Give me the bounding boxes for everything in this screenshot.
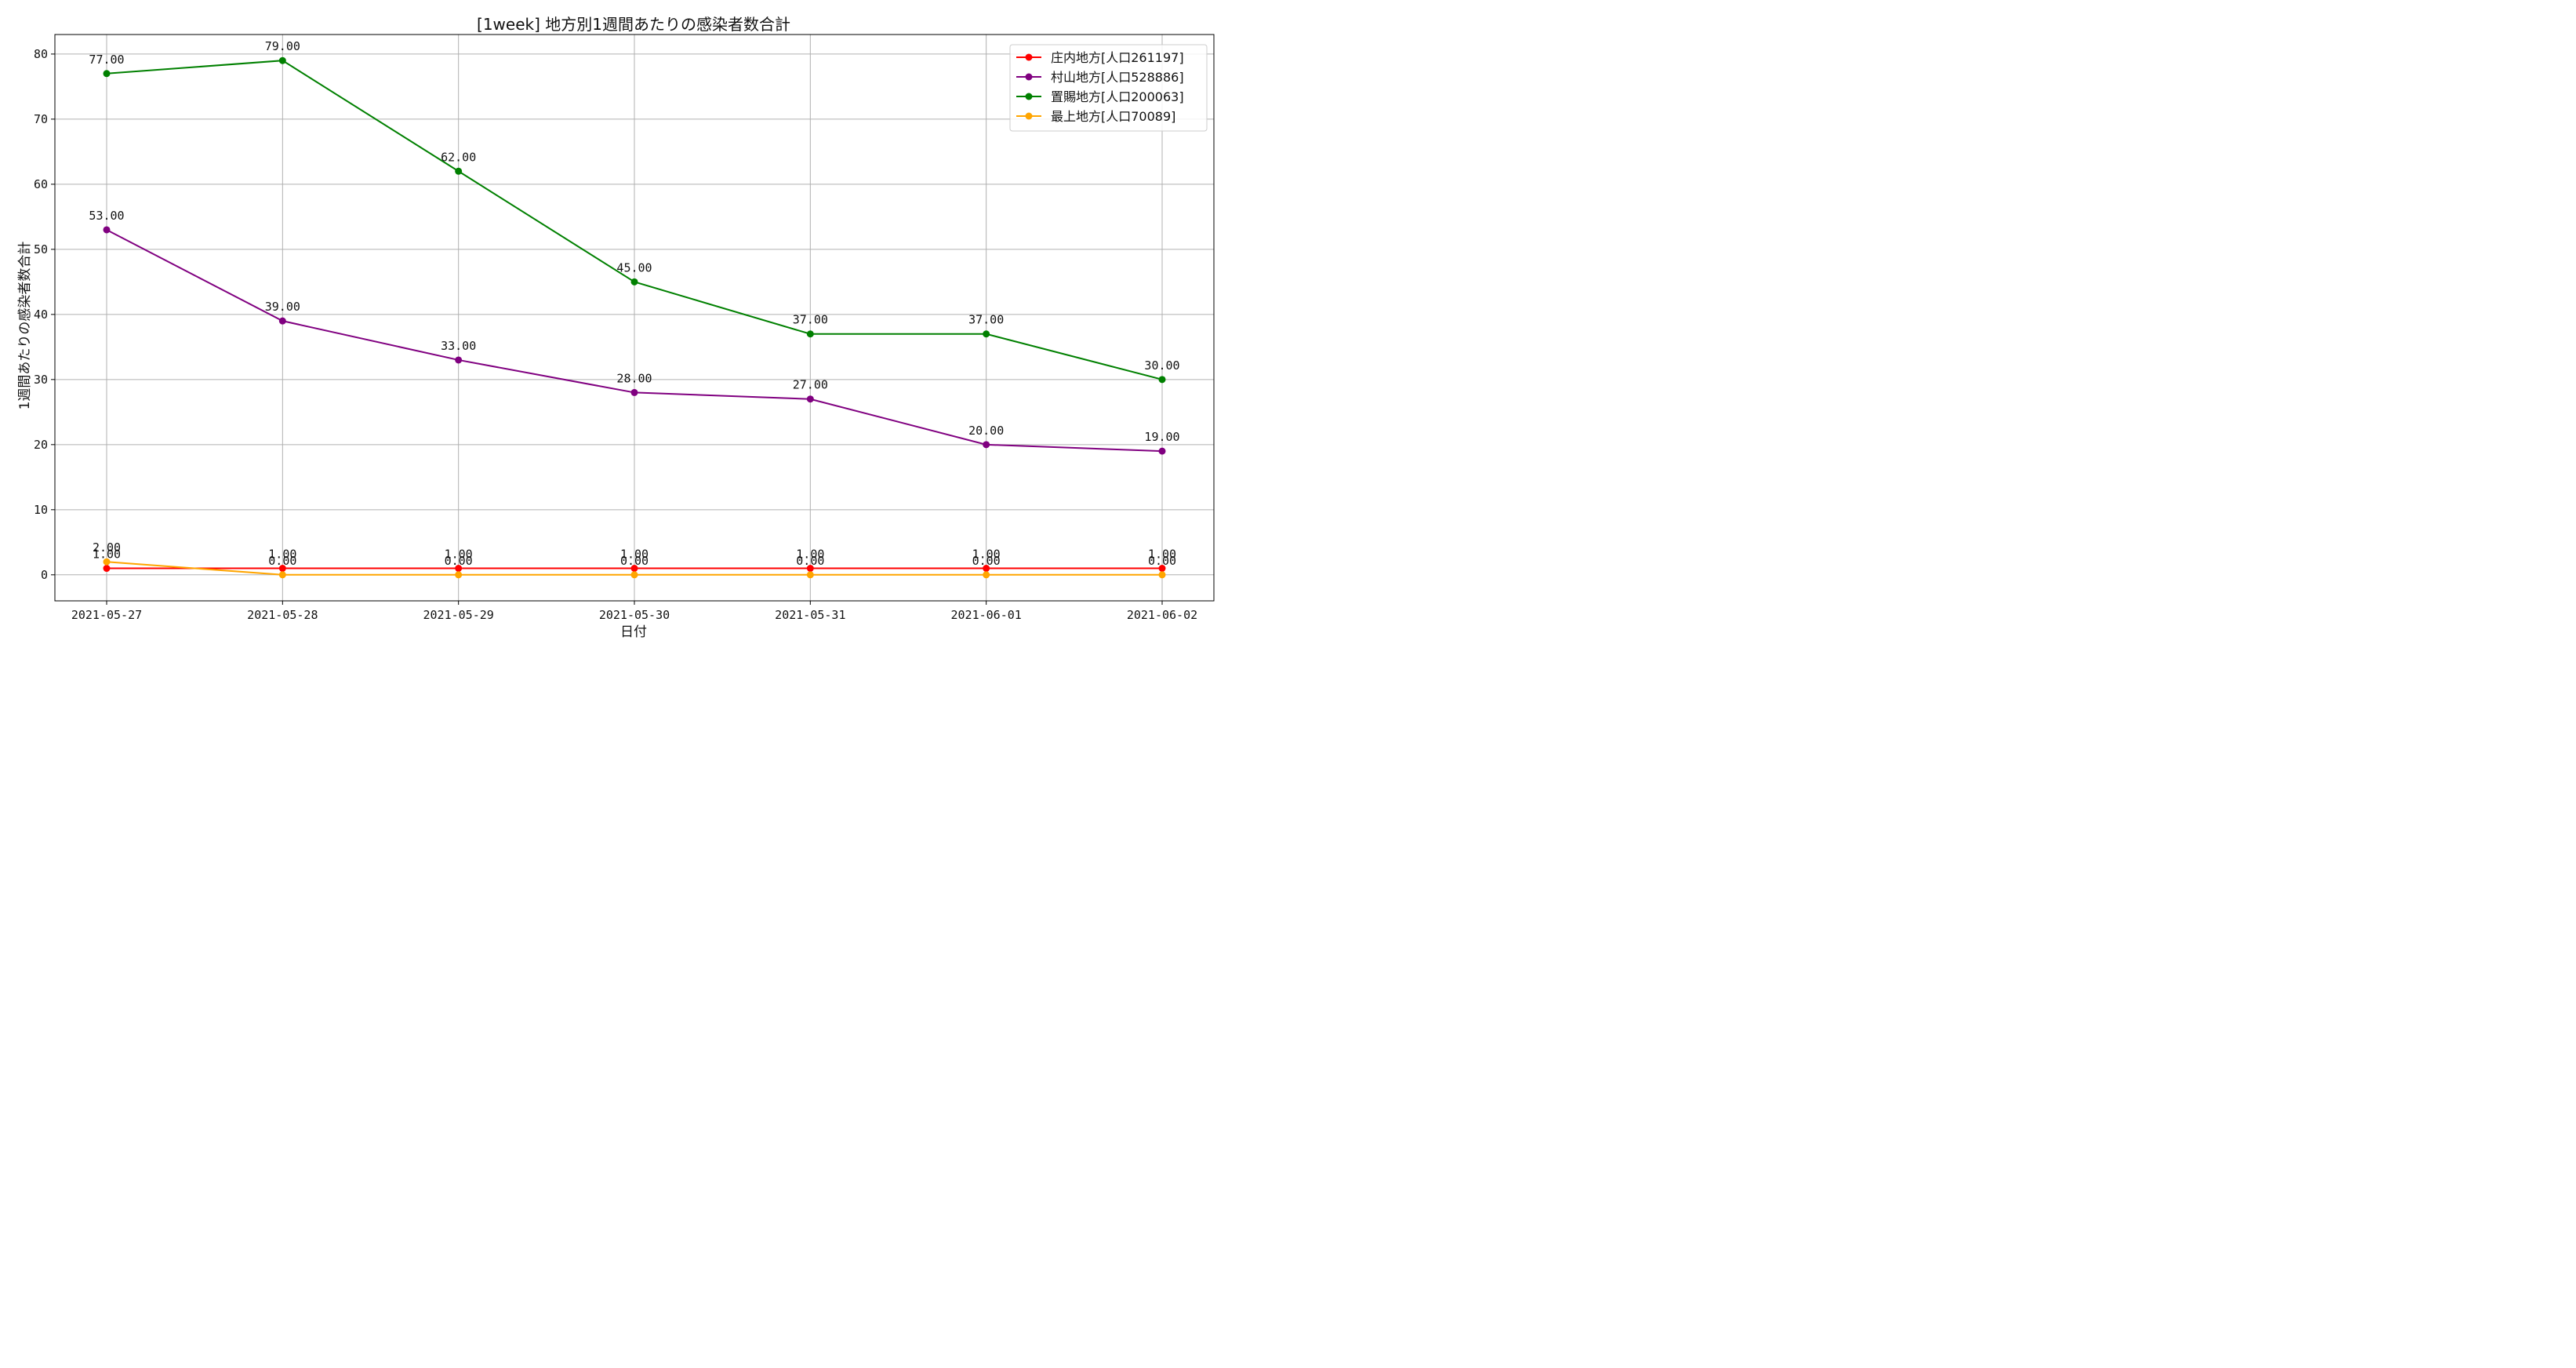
- data-label-2: 45.00: [616, 260, 652, 275]
- y-tick-label: 30: [34, 373, 48, 387]
- data-point-1: [1159, 448, 1166, 455]
- data-label-3: 0.00: [620, 554, 649, 568]
- y-tick-label: 60: [34, 177, 48, 191]
- data-label-2: 77.00: [89, 53, 124, 67]
- y-tick-label: 80: [34, 47, 48, 61]
- data-label-1: 27.00: [793, 378, 828, 392]
- data-label-2: 62.00: [441, 150, 476, 164]
- chart-container: 2021-05-27 2021-05-28 2021-05-29 2021-05-30…: [0, 0, 1221, 649]
- data-label-1: 28.00: [616, 371, 652, 385]
- chart-title: [1week] 地方別1週間あたりの感染者数合計: [477, 15, 790, 34]
- y-axis-label: 1週間あたりの感染者数合計: [17, 242, 33, 410]
- data-label-1: 19.00: [1144, 430, 1179, 444]
- data-label-2: 37.00: [968, 313, 1004, 327]
- y-tick-label: 10: [34, 503, 48, 517]
- x-tick-label: 2021-05-31: [775, 608, 845, 622]
- x-tick-label: 2021-05-29: [423, 608, 494, 622]
- y-tick-label: 0: [41, 568, 48, 582]
- data-point-3: [1159, 571, 1166, 578]
- data-label-3: 0.00: [796, 554, 824, 568]
- data-label-1: 20.00: [968, 424, 1004, 438]
- y-tick-label: 40: [34, 307, 48, 322]
- data-point-1: [104, 226, 111, 233]
- data-label-2: 37.00: [793, 313, 828, 327]
- data-point-2: [983, 330, 990, 337]
- data-point-1: [279, 318, 286, 325]
- y-tick-label: 20: [34, 438, 48, 452]
- data-label-3: 0.00: [268, 554, 296, 568]
- data-point-3: [631, 571, 638, 578]
- data-label-3: 2.00: [93, 540, 121, 555]
- data-point-0: [104, 565, 111, 572]
- x-tick-label: 2021-06-01: [951, 608, 1022, 622]
- data-point-2: [631, 278, 638, 286]
- data-point-1: [455, 356, 462, 363]
- data-label-3: 0.00: [1148, 554, 1176, 568]
- data-point-3: [983, 571, 990, 578]
- data-label-3: 0.00: [972, 554, 1001, 568]
- data-point-1: [983, 441, 990, 448]
- legend-swatch-marker: [1026, 54, 1033, 61]
- data-label-3: 0.00: [445, 554, 473, 568]
- data-label-2: 30.00: [1144, 358, 1179, 373]
- line-chart: 2021-05-27 2021-05-28 2021-05-29 2021-05-30…: [0, 0, 1221, 649]
- x-tick-label: 2021-06-02: [1127, 608, 1197, 622]
- data-label-1: 33.00: [441, 339, 476, 353]
- data-point-2: [807, 330, 814, 337]
- legend-entry: 置賜地方[人口200063]: [1051, 89, 1184, 104]
- legend: 庄内地方[人口261197] 村山地方[人口528886] 置賜地方[人口20006…: [1010, 45, 1207, 131]
- data-label-1: 53.00: [89, 209, 124, 223]
- y-tick-label: 50: [34, 242, 48, 256]
- x-tick-label: 2021-05-28: [247, 608, 318, 622]
- legend-entry: 庄内地方[人口261197]: [1051, 50, 1184, 65]
- legend-entry: 最上地方[人口70089]: [1051, 109, 1175, 124]
- data-point-1: [631, 389, 638, 396]
- data-point-2: [455, 168, 462, 175]
- legend-swatch-marker: [1026, 93, 1033, 100]
- x-axis-label: 日付: [620, 624, 647, 640]
- data-point-3: [279, 571, 286, 578]
- data-label-2: 79.00: [265, 39, 300, 53]
- data-point-1: [807, 395, 814, 402]
- data-point-2: [104, 70, 111, 77]
- y-tick-label: 70: [34, 112, 48, 126]
- data-point-3: [807, 571, 814, 578]
- legend-entry: 村山地方[人口528886]: [1051, 70, 1184, 85]
- x-tick-label: 2021-05-27: [71, 608, 142, 622]
- data-point-3: [455, 571, 462, 578]
- data-point-2: [1159, 376, 1166, 383]
- legend-swatch-marker: [1026, 74, 1033, 81]
- data-point-2: [279, 57, 286, 64]
- legend-swatch-marker: [1026, 113, 1033, 120]
- data-label-1: 39.00: [265, 300, 300, 314]
- x-tick-label: 2021-05-30: [599, 608, 670, 622]
